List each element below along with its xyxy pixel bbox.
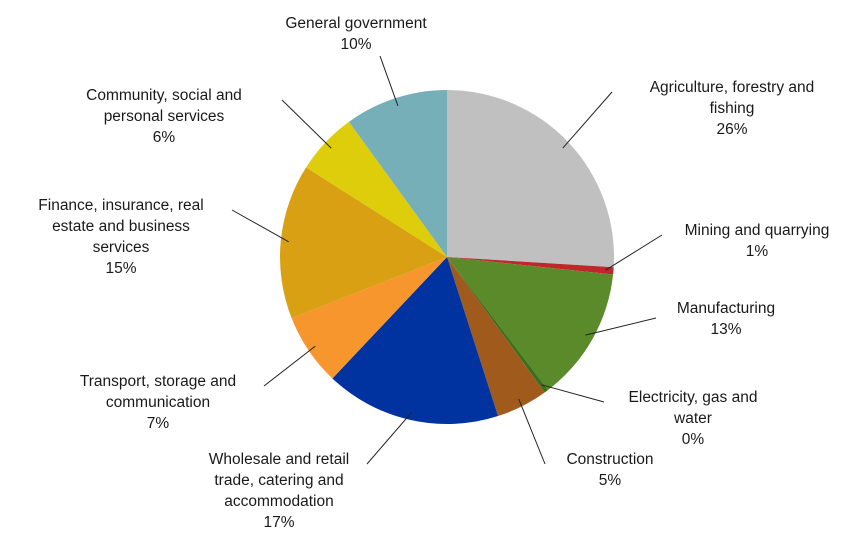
slice-percent-label: 1% — [746, 243, 769, 260]
slice-label-3: Electricity, gas and water 0% — [629, 389, 758, 448]
pie-slice-8 — [306, 121, 447, 257]
leader-line-4 — [518, 398, 546, 465]
slice-label-7: Finance, insurance, real estate and busin… — [38, 197, 203, 277]
pie-slice-2 — [447, 257, 614, 390]
slice-percent-label: 10% — [340, 36, 371, 53]
slice-percent-label: 5% — [599, 472, 622, 489]
slice-name-line: Transport, storage and — [80, 373, 236, 390]
pie-slice-5 — [332, 257, 499, 424]
slice-name-line: Finance, insurance, real — [38, 197, 203, 214]
slice-label-0: Agriculture, forestry and fishing 26% — [650, 79, 815, 138]
pie-slice-9 — [348, 89, 447, 257]
slice-name-line: personal services — [104, 108, 225, 125]
pie-slice-0 — [447, 90, 615, 268]
slice-percent-label: 6% — [153, 129, 176, 146]
slice-label-8: Community, social and personal services 6% — [86, 87, 242, 146]
slice-percent-label: 0% — [682, 431, 705, 448]
pie-slice-4 — [447, 257, 545, 416]
slice-label-1: Mining and quarrying 1% — [685, 222, 830, 260]
slice-label-9: General government 10% — [285, 15, 427, 53]
slice-name-line: Agriculture, forestry and — [650, 79, 815, 96]
slice-name-line: services — [93, 239, 150, 256]
leader-line-5 — [366, 411, 413, 465]
pie-slice-6 — [291, 257, 447, 379]
pie-slice-3 — [447, 257, 549, 393]
leader-line-9 — [379, 55, 399, 106]
slice-percent-label: 15% — [105, 260, 136, 277]
leader-line-2 — [585, 317, 657, 336]
slice-name-line: estate and business — [52, 218, 190, 235]
leader-line-0 — [562, 91, 613, 149]
slice-percent-label: 13% — [710, 321, 741, 338]
leader-line-7 — [231, 209, 289, 243]
slice-label-6: Transport, storage and communication 7% — [80, 373, 236, 432]
slice-name-line: trade, catering and — [214, 472, 343, 489]
slice-name-line: Community, social and — [86, 87, 242, 104]
slice-label-4: Construction 5% — [566, 451, 653, 489]
slice-name-line: water — [673, 410, 712, 427]
slice-name-line: Mining and quarrying — [685, 222, 830, 239]
slice-label-2: Manufacturing 13% — [677, 300, 775, 338]
slice-name-line: fishing — [710, 100, 755, 117]
slice-percent-label: 26% — [716, 121, 747, 138]
leader-line-3 — [541, 384, 605, 403]
slice-name-line: Electricity, gas and — [629, 389, 758, 406]
pie-slice-1 — [447, 257, 614, 275]
leader-line-1 — [605, 234, 663, 271]
slice-name-line: Construction — [566, 451, 653, 468]
slice-name-line: Wholesale and retail — [209, 451, 349, 468]
slice-name-line: Manufacturing — [677, 300, 775, 317]
slice-name-line: communication — [106, 394, 210, 411]
slice-name-line: accommodation — [224, 493, 333, 510]
leader-line-6 — [263, 345, 316, 387]
pie-slice-7 — [280, 167, 447, 319]
slice-label-5: Wholesale and retail trade, catering and a… — [209, 451, 349, 531]
slice-name-line: General government — [285, 15, 427, 32]
slice-percent-label: 17% — [263, 514, 294, 531]
leader-line-8 — [281, 99, 332, 149]
slice-percent-label: 7% — [147, 415, 170, 432]
